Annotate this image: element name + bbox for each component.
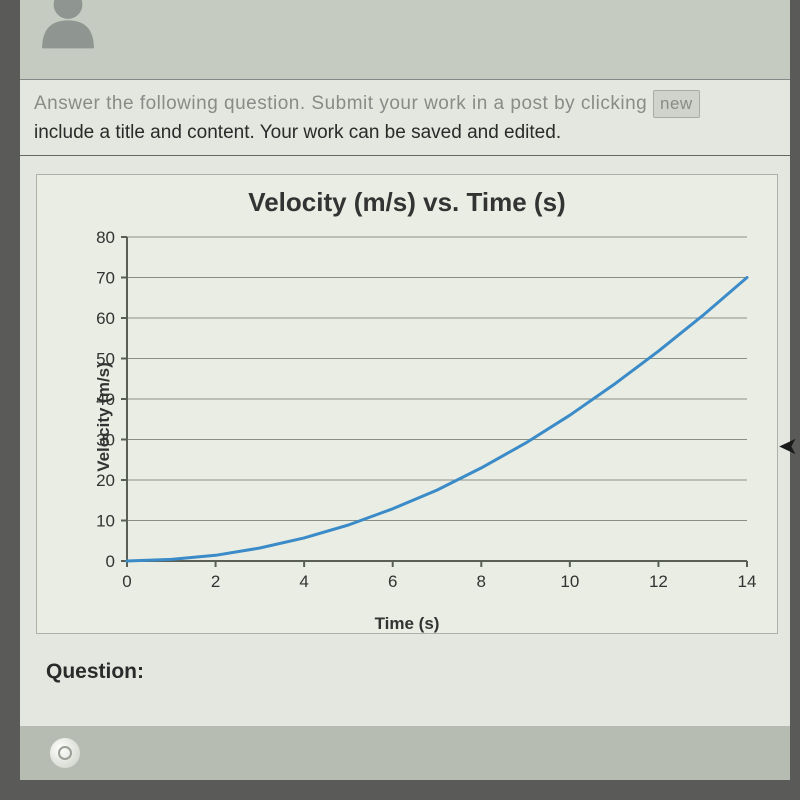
record-button[interactable] [50,738,80,768]
chart-title: Velocity (m/s) vs. Time (s) [47,187,767,218]
svg-text:2: 2 [211,572,220,591]
new-button-hint: new [653,90,700,118]
svg-text:10: 10 [96,512,115,531]
svg-text:60: 60 [96,309,115,328]
svg-text:0: 0 [106,552,115,571]
svg-text:14: 14 [738,572,757,591]
svg-text:20: 20 [96,471,115,490]
page: Answer the following question. Submit yo… [20,0,790,780]
velocity-time-chart: 0102030405060708002468101214 [47,222,767,612]
chart-y-axis-label: Velocity (m/s) [94,362,114,472]
svg-text:10: 10 [560,572,579,591]
chart-x-axis-label: Time (s) [47,614,767,634]
svg-text:4: 4 [299,572,308,591]
svg-text:12: 12 [649,572,668,591]
forum-header [20,0,790,80]
instruction-text-partial: Answer the following question. Submit yo… [34,93,653,114]
question-heading: Question: [46,660,790,684]
svg-text:70: 70 [96,269,115,288]
svg-text:80: 80 [96,228,115,247]
avatar [32,0,104,52]
instructions: Answer the following question. Submit yo… [20,80,790,156]
bottom-toolbar [20,726,790,780]
chart-body: Velocity (m/s) 0102030405060708002468101… [47,222,767,612]
svg-text:0: 0 [122,572,131,591]
svg-text:6: 6 [388,572,397,591]
instruction-line-1: Answer the following question. Submit yo… [34,90,776,119]
chart-panel: Velocity (m/s) vs. Time (s) Velocity (m/… [36,174,778,634]
svg-text:8: 8 [477,572,486,591]
instruction-line-2: include a title and content. Your work c… [34,119,776,148]
